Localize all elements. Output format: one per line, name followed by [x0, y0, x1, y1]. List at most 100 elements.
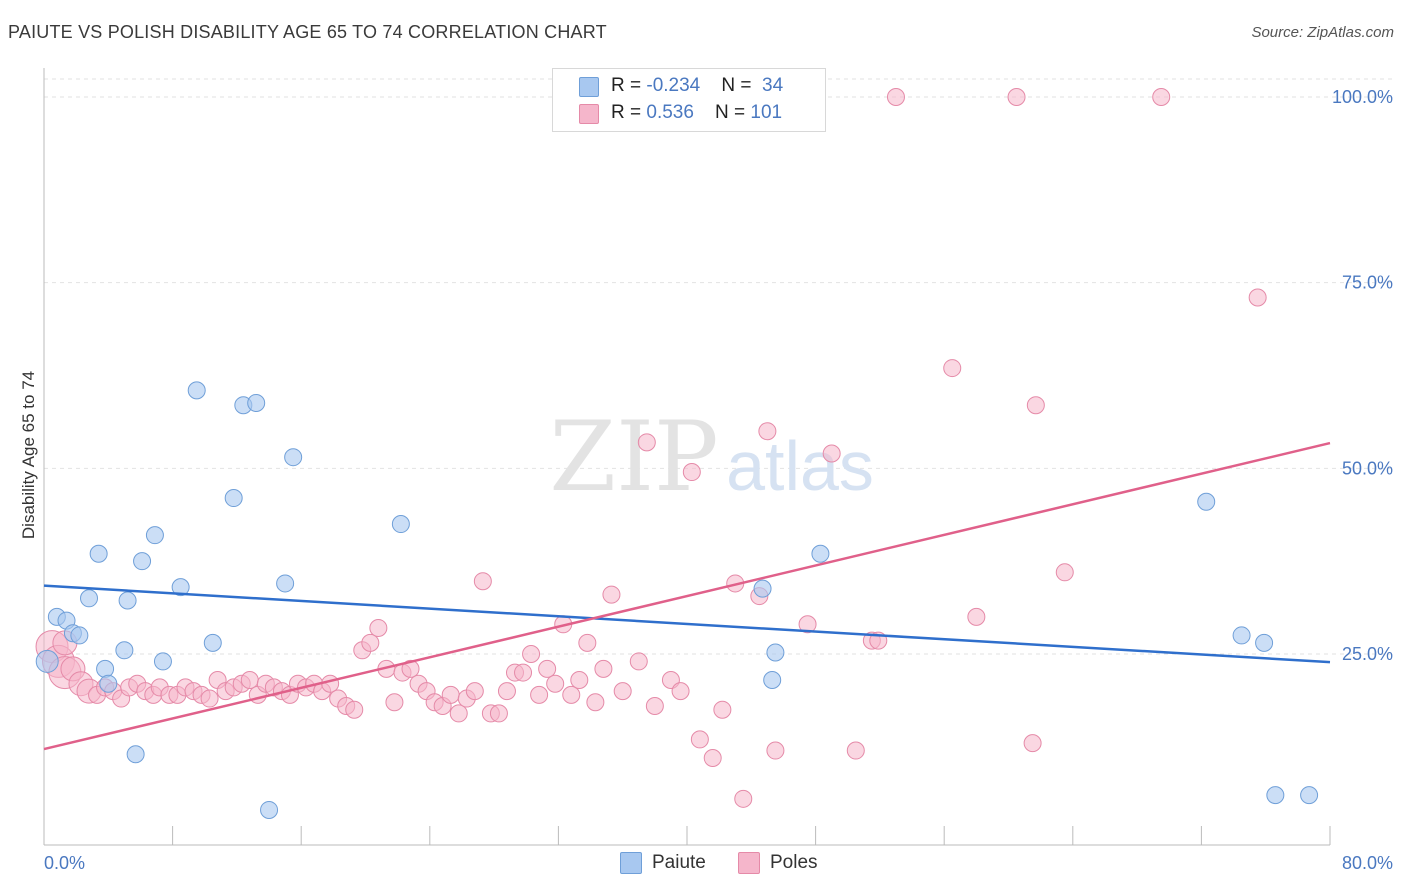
poles-point [200, 689, 219, 708]
poles-point [798, 615, 817, 634]
legend-item-paiute: Paiute [620, 852, 706, 874]
tick-labels: 25.0% 50.0% 75.0% 100.0% 0.0% 80.0% [44, 87, 1393, 873]
poles-point [570, 670, 589, 689]
poles-legend-label: Poles [770, 852, 818, 873]
paiute-point [96, 659, 115, 678]
paiute-point [115, 641, 134, 660]
paiute-point [811, 544, 830, 563]
paiute-swatch [579, 77, 599, 97]
poles-point [645, 696, 664, 715]
poles-point [538, 659, 557, 678]
y-axis-label: Disability Age 65 to 74 [19, 371, 38, 539]
paiute-point [224, 489, 243, 508]
poles-point [240, 670, 259, 689]
paiute-point [1300, 786, 1319, 805]
gridlines [44, 78, 1392, 655]
paiute-point [766, 643, 785, 662]
poles-point [546, 674, 565, 693]
paiute-point [171, 578, 190, 597]
poles-point [522, 645, 541, 663]
poles-point [943, 359, 962, 378]
poles-point [562, 685, 581, 704]
y-tick-label-25: 25.0% [1342, 644, 1393, 664]
y-tick-label-75: 75.0% [1342, 273, 1393, 293]
watermark-zip: ZIP [549, 401, 718, 513]
poles-r-value: 0.536 [646, 102, 694, 123]
paiute-point [126, 745, 145, 764]
series-legend: Paiute Poles [0, 852, 1406, 878]
poles-swatch [579, 104, 599, 124]
poles-legend-swatch [738, 852, 760, 874]
paiute-point [153, 652, 172, 671]
paiute-point [145, 526, 164, 545]
paiute-point [35, 649, 59, 673]
poles-point [629, 652, 648, 671]
paiute-point [1266, 786, 1285, 805]
poles-point [886, 88, 905, 106]
paiute-point [118, 591, 137, 610]
paiute-point [187, 381, 206, 400]
paiute-point [89, 544, 108, 563]
paiute-points [35, 381, 1319, 819]
poles-point [514, 663, 533, 682]
chart-title: PAIUTE VS POLISH DISABILITY AGE 65 TO 74… [8, 22, 607, 42]
poles-point [734, 789, 753, 808]
x-tick-label-max: 80.0% [1342, 853, 1393, 873]
poles-point [690, 730, 709, 749]
poles-point [1248, 288, 1267, 307]
poles-n-label: N = [715, 102, 751, 123]
poles-point [1055, 563, 1074, 582]
paiute-point [70, 626, 89, 645]
poles-point [613, 682, 632, 701]
poles-point [1026, 396, 1045, 415]
paiute-n-label: N = [721, 75, 757, 96]
paiute-point [763, 670, 782, 689]
paiute-point [80, 589, 99, 608]
poles-point [1152, 88, 1171, 106]
paiute-point [133, 552, 152, 571]
poles-point [401, 659, 420, 678]
poles-point [846, 741, 865, 760]
poles-n-value: 101 [750, 102, 783, 123]
poles-point [586, 693, 605, 712]
poles-point [1007, 88, 1026, 106]
poles-point [530, 685, 549, 704]
poles-point [967, 607, 986, 626]
poles-point [578, 633, 597, 652]
watermark-atlas: atlas [726, 427, 874, 505]
axes [43, 68, 1331, 846]
paiute-point [391, 515, 410, 534]
poles-point [703, 748, 722, 767]
paiute-point [1255, 633, 1274, 652]
y-tick-label-50: 50.0% [1342, 458, 1393, 478]
trendlines [43, 441, 1331, 751]
poles-point [682, 463, 701, 482]
poles-point [758, 422, 777, 441]
x-tick-label-min: 0.0% [44, 853, 85, 873]
poles-trendline [43, 441, 1331, 751]
poles-point [671, 682, 690, 701]
paiute-point [260, 800, 279, 819]
poles-point [766, 741, 785, 760]
poles-point [602, 585, 621, 604]
paiute-point [1197, 492, 1216, 511]
poles-point [385, 693, 404, 712]
paiute-r-label: R = [611, 75, 647, 96]
poles-point [465, 682, 484, 701]
paiute-r-value: -0.234 [646, 75, 701, 96]
poles-point [473, 572, 492, 591]
poles-point [1023, 734, 1042, 753]
legend-item-poles: Poles [738, 852, 818, 874]
poles-r-label: R = [611, 102, 647, 123]
poles-point [441, 685, 460, 704]
poles-point [345, 700, 364, 719]
poles-point [497, 682, 516, 701]
correlation-legend: R = -0.234 N = 34 R = 0.536 N = 101 [552, 68, 826, 132]
paiute-point [284, 448, 303, 467]
poles-point [637, 433, 656, 452]
y-tick-label-100: 100.0% [1332, 87, 1393, 107]
paiute-trendline [43, 584, 1331, 664]
poles-point [449, 704, 468, 723]
poles-point [594, 659, 613, 678]
